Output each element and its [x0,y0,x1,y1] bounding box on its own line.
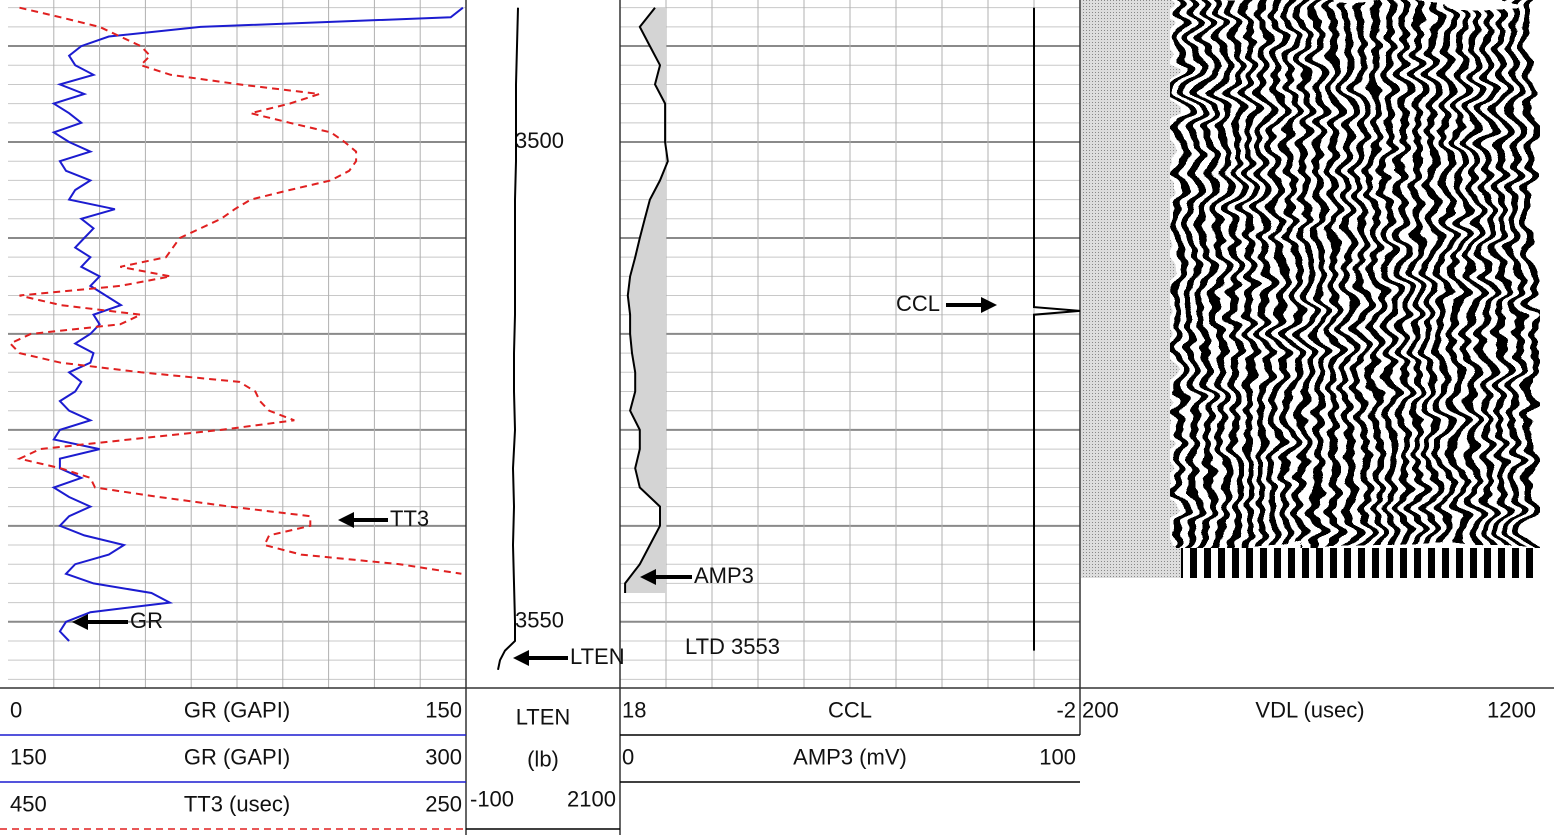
annotation: LTD 3553 [685,634,780,659]
log-curve [8,6,462,575]
header-scale-right: 100 [1039,744,1076,769]
header-name: TT3 (usec) [184,791,290,816]
curve-label: GR [130,608,163,633]
log-curve [1033,7,1081,651]
curve-shading [625,7,668,594]
log-curve [624,7,669,593]
header-name: CCL [828,697,872,722]
callout-arrowhead [640,569,656,585]
header-name: AMP3 (mV) [793,744,907,769]
header-scale-left: -100 [470,787,514,812]
header-scale-right: 1200 [1487,697,1536,722]
vdl-waveforms [1170,0,1540,548]
header-scale-right: 250 [425,791,462,816]
vdl-background [1081,0,1181,578]
log-curve [497,7,519,671]
header-scale-right: -2 [1056,697,1076,722]
vdl-waveforms [1181,548,1540,578]
header-scale-left: 200 [1082,697,1119,722]
callout-arrowhead [981,297,997,313]
header-scale-left: 18 [622,697,646,722]
header-name: GR (GAPI) [184,697,290,722]
header-scale-left: 450 [10,791,47,816]
header-name: VDL (usec) [1255,697,1364,722]
header-name: LTEN [516,704,571,729]
header-scale-right: 2100 [567,787,616,812]
vdl-image [1081,0,1540,578]
callout-arrowhead [72,614,88,630]
curve-label: LTEN [570,644,625,669]
depth-label: 3500 [515,128,564,153]
curve-label: AMP3 [694,563,754,588]
header-unit: (lb) [527,747,559,772]
depth-label: 3550 [515,608,564,633]
curve-label: TT3 [390,506,429,531]
log-curve [51,6,464,642]
callout-arrowhead [338,512,354,528]
callout-arrowhead [513,650,529,666]
header-scale-right: 300 [425,744,462,769]
header-scale-left: 0 [622,744,634,769]
header-scale-left: 150 [10,744,47,769]
header-scale-left: 0 [10,697,22,722]
curve-label: CCL [896,291,940,316]
header-scale-right: 150 [425,697,462,722]
header-name: GR (GAPI) [184,744,290,769]
